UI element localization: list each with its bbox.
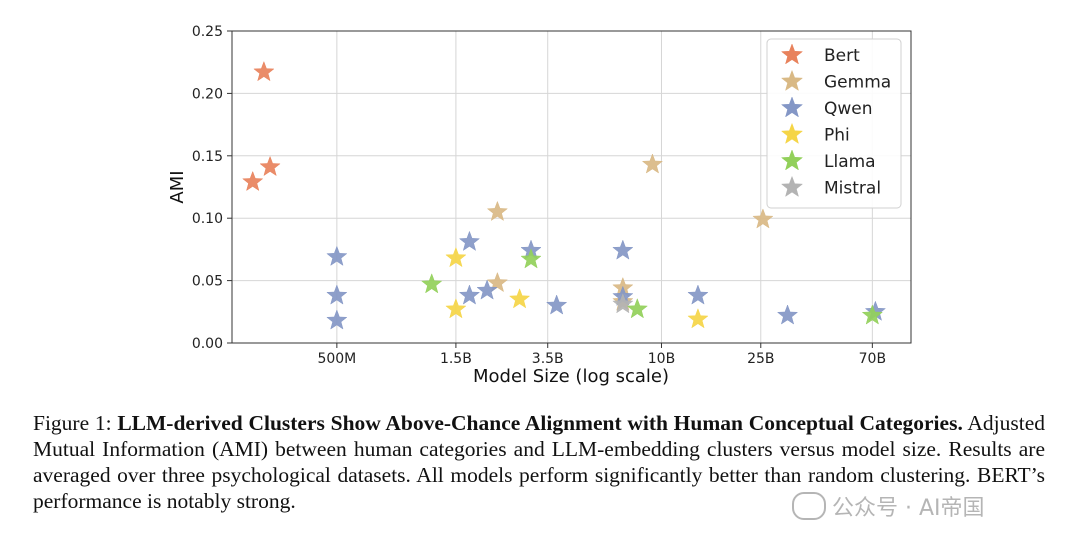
phi-point [687,308,709,329]
legend-label-qwen: Qwen [824,99,873,119]
y-tick-label: 0.00 [192,336,223,352]
legend: Bert Gemma Qwen Phi Llama Mistral [766,38,902,209]
phi-point [508,288,531,309]
y-tick-label: 0.25 [192,24,223,40]
qwen-point [326,245,348,266]
gemma-point [486,200,509,222]
legend-marker-qwen [780,96,804,118]
bert-point [242,170,264,192]
legend-marker-phi [780,122,804,144]
ami-scatter-chart: 500M 1.5B 3.5B 10B 25B 70B 0.00 0.05 0.10 0.15 0.2… [167,24,912,387]
wechat-icon [792,492,826,520]
y-tick-label: 0.20 [192,86,223,102]
legend-marker-llama [780,149,804,171]
figure-caption: Figure 1: LLM-derived Clusters Show Abov… [33,410,1045,514]
y-tick-label: 0.15 [192,149,223,165]
x-tick-label: 25B [747,351,774,367]
legend-label-llama: Llama [824,152,876,172]
qwen-point [458,230,481,251]
qwen-point [476,279,498,300]
qwen-point [326,309,348,330]
gemma-point [486,271,509,293]
phi-point [445,298,467,319]
qwen-point [458,284,481,305]
qwen-point [545,294,568,315]
legend-label-gemma: Gemma [824,73,891,93]
watermark-text: 公众号 · AI帝国 [832,496,985,521]
qwen-point [612,239,634,260]
y-axis-label: AMI [167,170,188,203]
x-axis-label: Model Size (log scale) [473,366,669,387]
gemma-point [641,153,664,174]
plot-area-frame [231,30,912,344]
llama-point [626,298,648,319]
x-tick-label: 70B [859,351,886,367]
llama-point [421,273,443,294]
legend-label-bert: Bert [824,46,860,66]
data-points [242,60,887,330]
legend-marker-gemma [780,69,804,91]
axis-ticks: 500M 1.5B 3.5B 10B 25B 70B 0.00 0.05 0.10 0.15 0.2… [192,24,886,367]
x-tick-label: 1.5B [440,351,472,367]
qwen-point [326,284,348,305]
phi-point [445,246,467,268]
legend-label-phi: Phi [824,126,850,146]
llama-point [520,248,542,269]
watermark: 公众号 · AI帝国 [792,490,985,522]
legend-box [766,38,902,209]
qwen-point [687,284,709,305]
x-tick-label: 500M [317,351,356,367]
x-tick-label: 10B [648,351,675,367]
legend-label-mistral: Mistral [824,179,881,199]
y-tick-label: 0.05 [192,274,223,290]
mistral-point [612,293,634,314]
caption-title: LLM-derived Clusters Show Above-Chance A… [117,411,963,435]
llama-point [861,304,884,325]
y-tick-label: 0.10 [192,211,223,227]
bert-point [253,60,275,82]
figure-label: Figure 1: [33,411,112,435]
legend-marker-bert [780,43,804,65]
bert-point [259,155,281,177]
qwen-point [776,304,799,325]
x-tick-label: 3.5B [532,351,564,367]
caption-body: Adjusted Mutual Information (AMI) betwee… [33,411,1046,513]
legend-marker-mistral [780,175,804,197]
gemma-point [752,208,774,229]
